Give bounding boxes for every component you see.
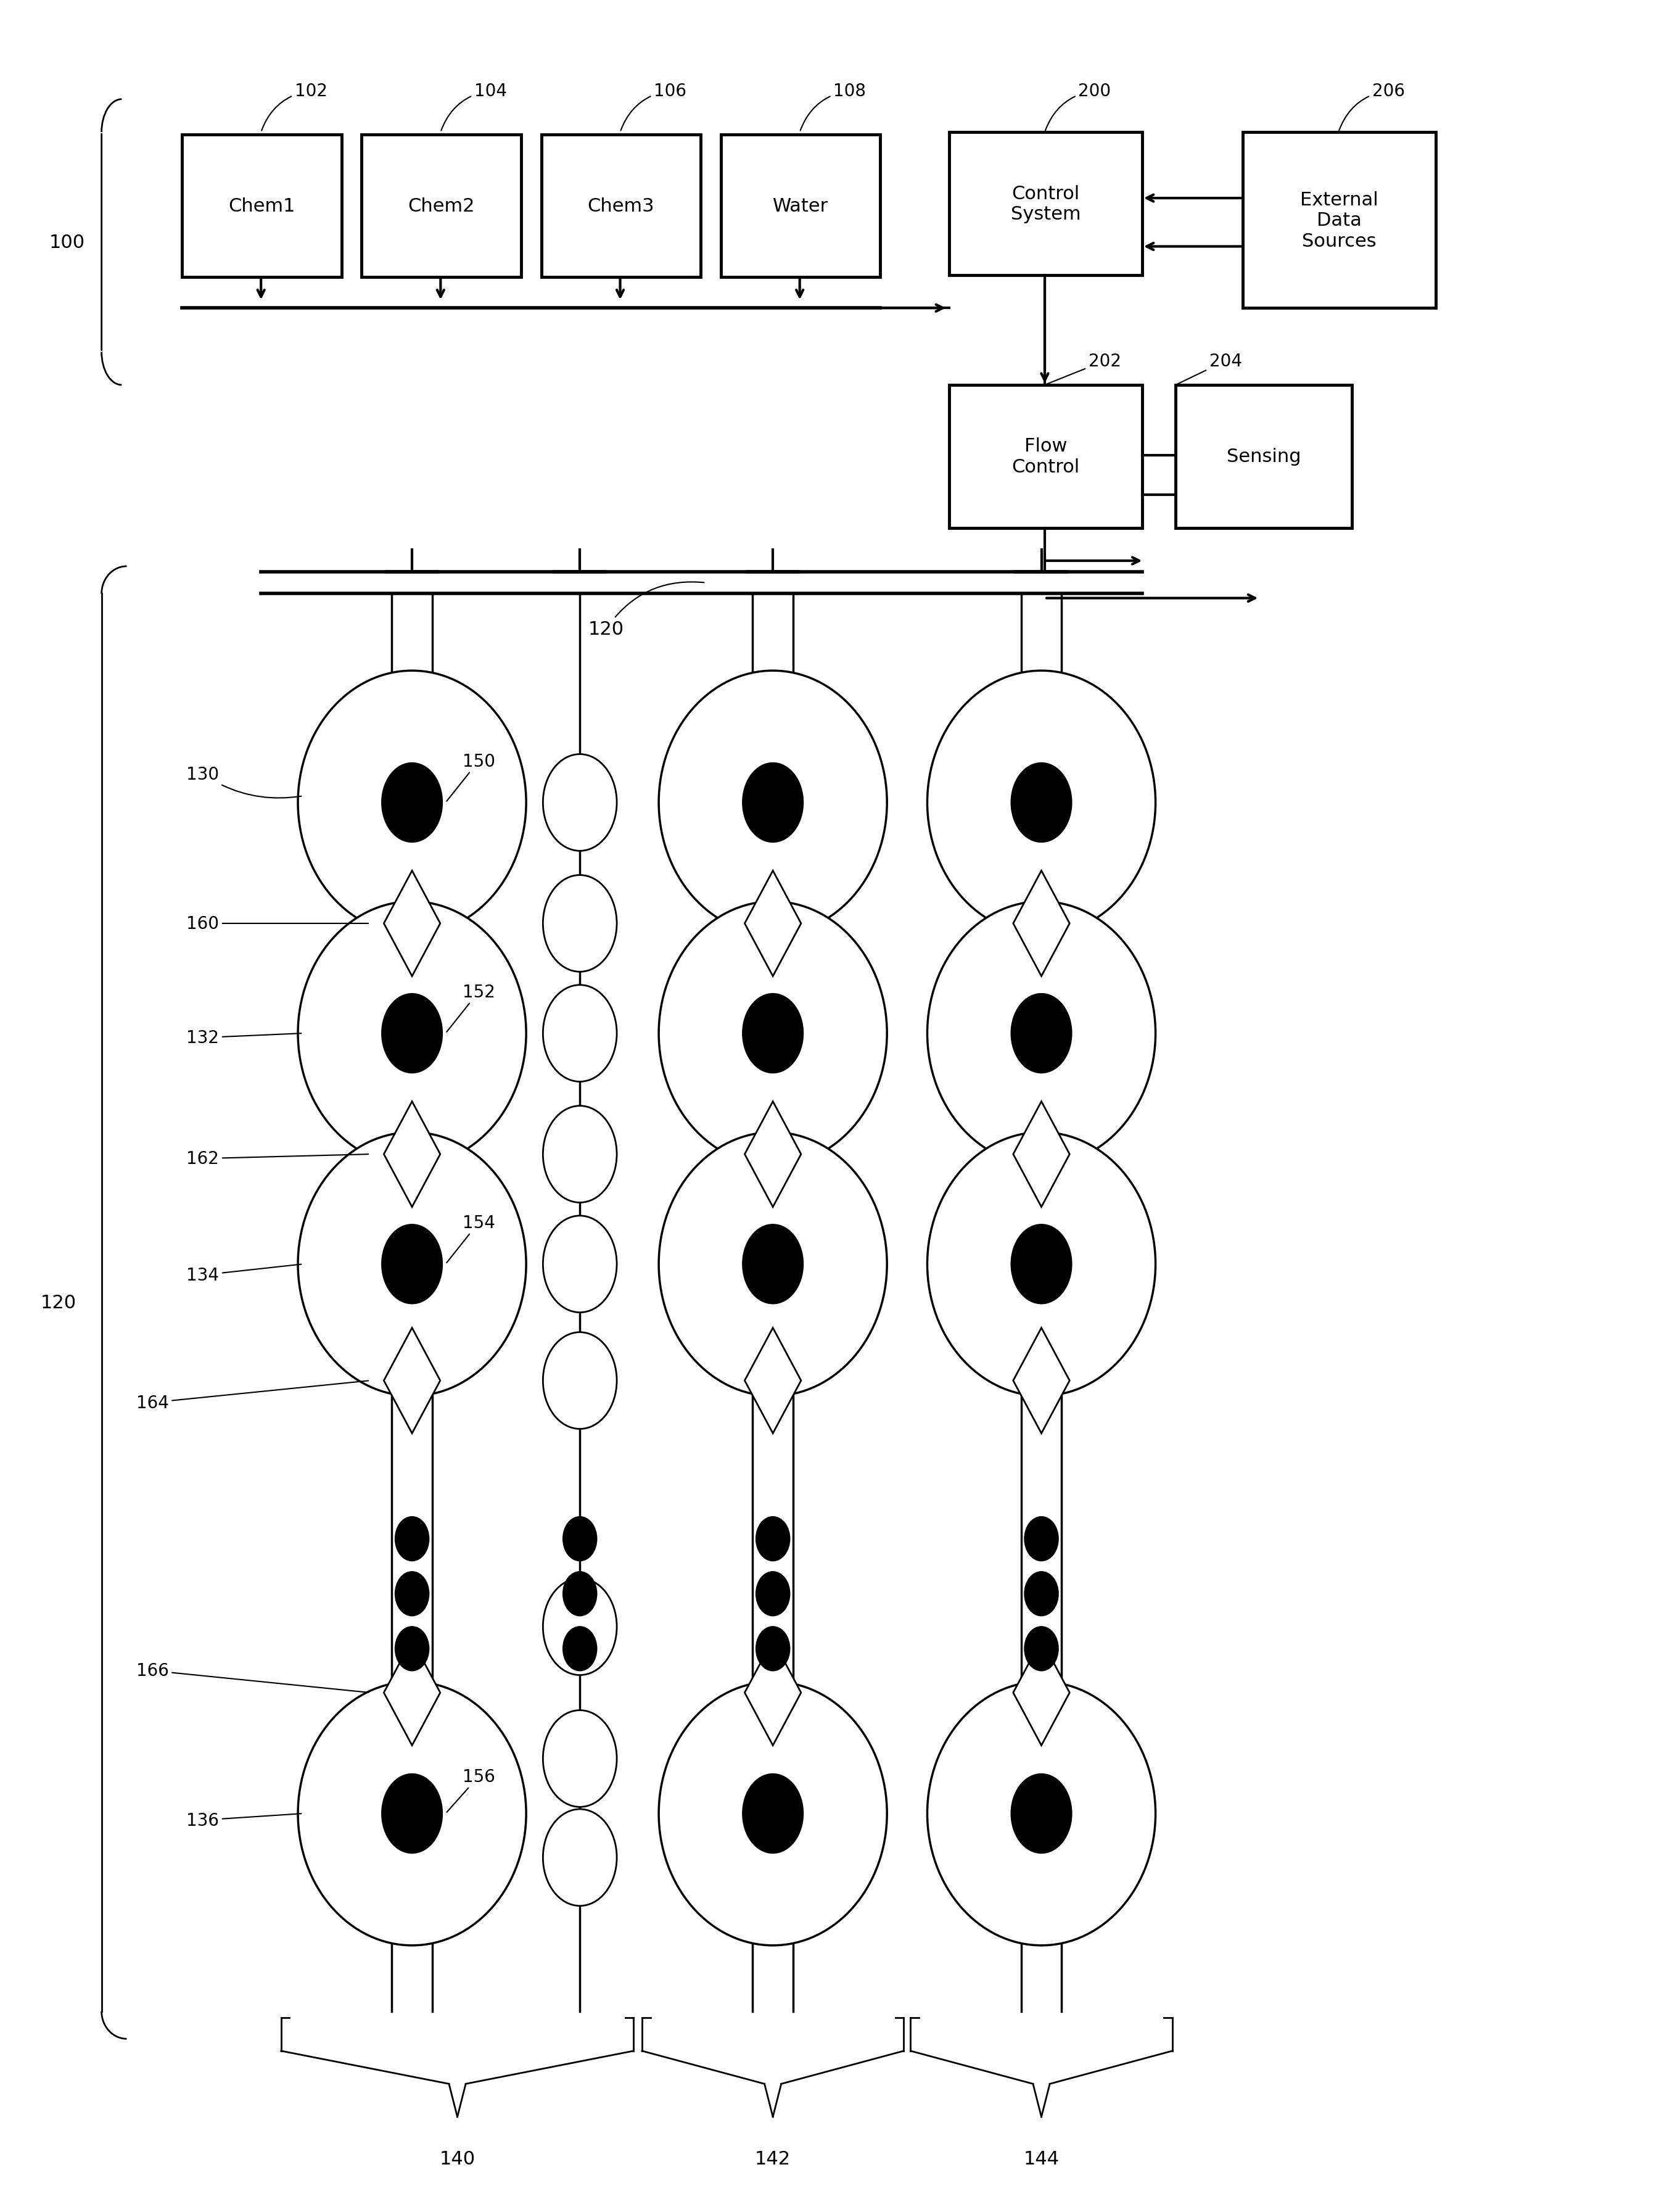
Text: 142: 142 xyxy=(754,2151,791,2168)
Ellipse shape xyxy=(927,1682,1156,1946)
Text: 108: 108 xyxy=(800,84,865,132)
Circle shape xyxy=(1011,994,1072,1073)
Text: 134: 134 xyxy=(186,1264,301,1284)
Ellipse shape xyxy=(297,671,526,935)
Polygon shape xyxy=(744,1102,801,1207)
Text: Chem2: Chem2 xyxy=(408,198,475,216)
Ellipse shape xyxy=(927,1132,1156,1396)
Text: 132: 132 xyxy=(186,1029,301,1047)
Circle shape xyxy=(1025,1517,1058,1561)
FancyBboxPatch shape xyxy=(361,134,521,277)
Circle shape xyxy=(743,1225,803,1304)
Polygon shape xyxy=(744,1640,801,1746)
Circle shape xyxy=(1025,1572,1058,1616)
Circle shape xyxy=(563,1627,596,1671)
Circle shape xyxy=(381,1775,442,1854)
Text: 206: 206 xyxy=(1339,84,1404,132)
Text: 152: 152 xyxy=(447,983,496,1031)
Text: 136: 136 xyxy=(186,1812,301,1830)
Circle shape xyxy=(543,1579,617,1676)
Ellipse shape xyxy=(659,1682,887,1946)
Circle shape xyxy=(543,754,617,851)
Polygon shape xyxy=(1013,1640,1070,1746)
Text: 154: 154 xyxy=(447,1214,496,1262)
Text: 106: 106 xyxy=(620,84,687,132)
Ellipse shape xyxy=(297,1132,526,1396)
Circle shape xyxy=(743,1775,803,1854)
Circle shape xyxy=(543,1106,617,1203)
Text: Sensing: Sensing xyxy=(1226,449,1300,466)
Text: Control
System: Control System xyxy=(1011,185,1080,224)
Circle shape xyxy=(743,994,803,1073)
FancyBboxPatch shape xyxy=(541,134,701,277)
Polygon shape xyxy=(383,1640,440,1746)
Text: 102: 102 xyxy=(262,84,328,132)
Circle shape xyxy=(743,763,803,842)
FancyBboxPatch shape xyxy=(949,132,1142,275)
Text: Flow
Control: Flow Control xyxy=(1011,438,1080,477)
Circle shape xyxy=(381,994,442,1073)
Circle shape xyxy=(543,1711,617,1808)
Text: 166: 166 xyxy=(136,1662,368,1693)
Circle shape xyxy=(395,1572,428,1616)
Circle shape xyxy=(756,1572,790,1616)
Text: External
Data
Sources: External Data Sources xyxy=(1300,191,1378,251)
Circle shape xyxy=(563,1517,596,1561)
Circle shape xyxy=(1011,1225,1072,1304)
Text: 120: 120 xyxy=(40,1293,76,1311)
Circle shape xyxy=(543,875,617,972)
Text: 104: 104 xyxy=(442,84,507,132)
Circle shape xyxy=(543,1810,617,1907)
Text: 150: 150 xyxy=(447,752,496,800)
Polygon shape xyxy=(383,1102,440,1207)
Text: 204: 204 xyxy=(1178,352,1242,385)
Ellipse shape xyxy=(297,902,526,1165)
Circle shape xyxy=(1011,763,1072,842)
FancyBboxPatch shape xyxy=(181,134,341,277)
Ellipse shape xyxy=(659,1132,887,1396)
Polygon shape xyxy=(383,871,440,976)
Text: 144: 144 xyxy=(1023,2151,1060,2168)
FancyBboxPatch shape xyxy=(1176,385,1352,528)
Circle shape xyxy=(381,1225,442,1304)
Circle shape xyxy=(381,763,442,842)
Ellipse shape xyxy=(927,902,1156,1165)
Circle shape xyxy=(543,1216,617,1313)
Polygon shape xyxy=(1013,871,1070,976)
Polygon shape xyxy=(1013,1328,1070,1434)
Text: Chem1: Chem1 xyxy=(228,198,296,216)
FancyBboxPatch shape xyxy=(1243,132,1436,308)
Text: 120: 120 xyxy=(588,583,704,638)
Circle shape xyxy=(563,1572,596,1616)
Circle shape xyxy=(756,1517,790,1561)
Circle shape xyxy=(1011,1775,1072,1854)
FancyBboxPatch shape xyxy=(721,134,880,277)
Text: 162: 162 xyxy=(186,1150,368,1168)
Circle shape xyxy=(756,1627,790,1671)
Text: 202: 202 xyxy=(1047,352,1121,385)
FancyBboxPatch shape xyxy=(949,385,1142,528)
Text: 156: 156 xyxy=(447,1768,496,1812)
Text: 160: 160 xyxy=(186,915,368,932)
Text: Chem3: Chem3 xyxy=(588,198,655,216)
Polygon shape xyxy=(744,1328,801,1434)
Polygon shape xyxy=(1013,1102,1070,1207)
Ellipse shape xyxy=(927,671,1156,935)
Text: 200: 200 xyxy=(1045,84,1110,132)
Text: 130: 130 xyxy=(186,765,301,798)
Ellipse shape xyxy=(297,1682,526,1946)
Polygon shape xyxy=(383,1328,440,1434)
Circle shape xyxy=(1025,1627,1058,1671)
Circle shape xyxy=(395,1517,428,1561)
Circle shape xyxy=(395,1627,428,1671)
Polygon shape xyxy=(744,871,801,976)
Circle shape xyxy=(543,985,617,1082)
Text: 164: 164 xyxy=(136,1381,368,1412)
Ellipse shape xyxy=(659,671,887,935)
Text: 100: 100 xyxy=(49,233,84,251)
Text: Water: Water xyxy=(773,198,828,216)
Ellipse shape xyxy=(659,902,887,1165)
Text: 140: 140 xyxy=(440,2151,475,2168)
Circle shape xyxy=(543,1333,617,1429)
